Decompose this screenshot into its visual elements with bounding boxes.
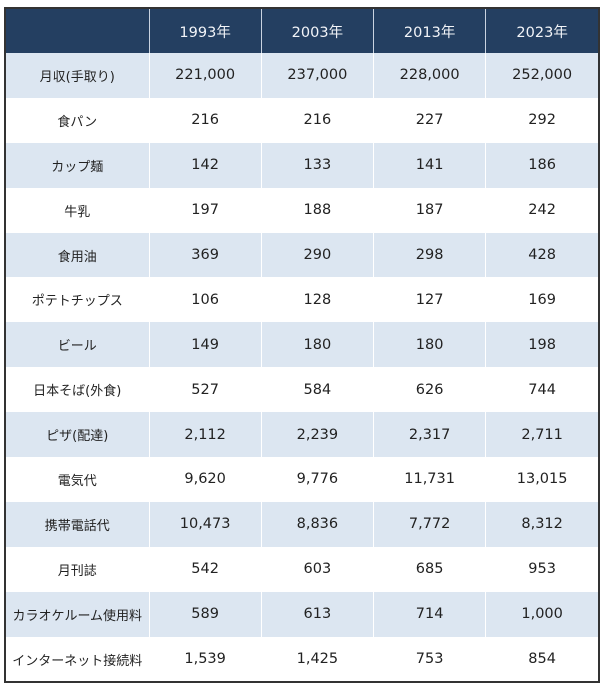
- row-label: 月収(手取り): [6, 53, 149, 98]
- table-cell: 128: [260, 277, 374, 323]
- table-cell: 527: [148, 367, 262, 413]
- table-cell: 953: [485, 546, 598, 592]
- table-cell: 292: [485, 97, 598, 143]
- table-cell: 2,112: [148, 412, 262, 458]
- table-cell: 2,239: [260, 412, 374, 458]
- table-cell: 744: [485, 367, 598, 413]
- table-row: ピザ(配達) 2,112 2,239 2,317 2,711: [6, 412, 598, 458]
- table-cell: 9,776: [260, 457, 374, 502]
- row-label: 日本そば(外食): [33, 384, 122, 400]
- header-row: 1993年 2003年 2013年 2023年: [6, 9, 598, 53]
- table-row: 食パン 216 216 227 292: [6, 97, 598, 143]
- table-cell: 1,539: [148, 636, 262, 682]
- table-row: インターネット接続料 1,539 1,425 753 854: [6, 636, 598, 682]
- table-cell: 753: [372, 636, 486, 682]
- row-label: 月刊誌: [57, 563, 97, 579]
- table-cell: 242: [485, 187, 598, 233]
- table-row: ポテトチップス 106 128 127 169: [6, 277, 598, 323]
- table-cell: 13,015: [485, 457, 598, 502]
- row-label: 食用油: [6, 232, 149, 278]
- table-cell: 10,473: [148, 501, 262, 547]
- table-cell: 169: [485, 277, 598, 323]
- header-year: 2023年: [485, 9, 598, 53]
- table-cell: 141: [372, 142, 486, 188]
- table-cell: 589: [148, 591, 262, 637]
- table-cell: 186: [485, 142, 598, 188]
- table-row: ビール 149 180 180 198: [6, 322, 598, 368]
- table-cell: 149: [148, 322, 262, 368]
- table-row: カップ麺 142 133 141 186: [6, 142, 598, 188]
- row-label: 食パン: [57, 114, 98, 130]
- table-cell: 106: [148, 277, 262, 323]
- table-cell: 603: [260, 546, 374, 592]
- table-cell: 2,317: [372, 412, 486, 458]
- row-label: ポテトチップス: [31, 294, 123, 310]
- header-year: 1993年: [148, 9, 262, 53]
- table-cell: 1,000: [485, 591, 598, 637]
- table-row: カラオケルーム使用料 589 613 714 1,000: [6, 591, 598, 637]
- table-cell: 198: [485, 322, 598, 368]
- table-cell: 187: [372, 187, 486, 233]
- table-cell: 142: [148, 142, 262, 188]
- table-cell: 714: [372, 591, 486, 637]
- table-cell: 584: [260, 367, 374, 413]
- table-cell: 127: [372, 277, 486, 323]
- table-cell: 197: [148, 187, 262, 233]
- table-cell: 298: [372, 232, 486, 278]
- table-cell: 1,425: [260, 636, 374, 682]
- table-row: 月刊誌 542 603 685 953: [6, 546, 598, 592]
- table-cell: 237,000: [260, 53, 374, 98]
- row-label: インターネット接続料: [12, 653, 143, 669]
- row-label: カラオケルーム使用料: [6, 591, 149, 637]
- table-cell: 216: [148, 97, 262, 143]
- table-cell: 216: [260, 97, 374, 143]
- table-cell: 7,772: [372, 501, 486, 547]
- table-cell: 428: [485, 232, 598, 278]
- row-label: カップ麺: [6, 142, 149, 188]
- table-row: 日本そば(外食) 527 584 626 744: [6, 367, 598, 413]
- table-cell: 180: [260, 322, 374, 368]
- table-cell: 8,836: [260, 501, 374, 547]
- table-cell: 188: [260, 187, 374, 233]
- table-row: 牛乳 197 188 187 242: [6, 187, 598, 233]
- table-row: 食用油 369 290 298 428: [6, 232, 598, 278]
- table-cell: 252,000: [485, 53, 598, 98]
- table-cell: 11,731: [372, 457, 486, 502]
- table-cell: 221,000: [148, 53, 262, 98]
- table-cell: 613: [260, 591, 374, 637]
- table-cell: 542: [148, 546, 262, 592]
- table-cell: 9,620: [148, 457, 262, 502]
- price-comparison-table: 1993年 2003年 2013年 2023年 月収(手取り) 221,000 23…: [4, 7, 600, 684]
- header-year: 2013年: [372, 9, 486, 53]
- table-cell: 626: [372, 367, 486, 413]
- table-cell: 227: [372, 97, 486, 143]
- table-row: 月収(手取り) 221,000 237,000 228,000 252,000: [6, 53, 598, 98]
- header-year: 2003年: [260, 9, 374, 53]
- row-label: ピザ(配達): [6, 412, 149, 458]
- row-label: 携帯電話代: [6, 501, 149, 547]
- table-cell: 290: [260, 232, 374, 278]
- row-label: 電気代: [57, 473, 97, 489]
- row-label: ビール: [6, 322, 149, 368]
- table-cell: 8,312: [485, 501, 598, 547]
- table-cell: 369: [148, 232, 262, 278]
- table-row: 携帯電話代 10,473 8,836 7,772 8,312: [6, 501, 598, 547]
- row-label: 牛乳: [64, 204, 91, 220]
- table-cell: 228,000: [372, 53, 486, 98]
- header-corner: [6, 9, 149, 53]
- table-cell: 685: [372, 546, 486, 592]
- table-cell: 180: [372, 322, 486, 368]
- table-cell: 2,711: [485, 412, 598, 458]
- table-cell: 854: [485, 636, 598, 682]
- table-row: 電気代 9,620 9,776 11,731 13,015: [6, 457, 598, 502]
- table-cell: 133: [260, 142, 374, 188]
